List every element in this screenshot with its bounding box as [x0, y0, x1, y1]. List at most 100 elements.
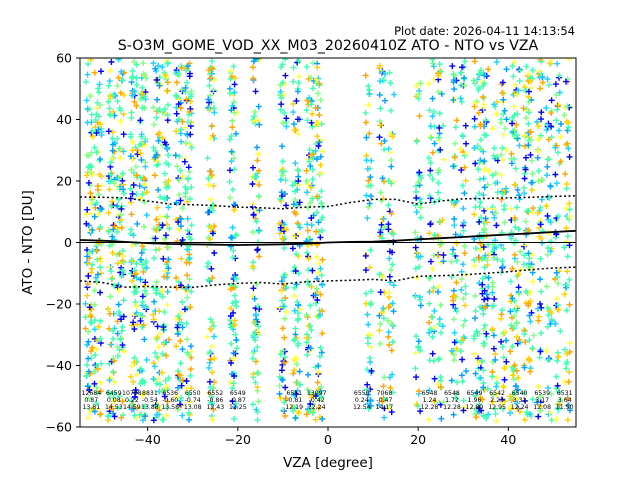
scatter-point: [106, 105, 113, 112]
scatter-point: [386, 342, 393, 348]
scatter-point: [430, 324, 437, 331]
scatter-point: [566, 407, 573, 414]
scatter-point: [548, 123, 554, 130]
scatter-point: [209, 65, 215, 71]
scatter-point: [139, 243, 146, 249]
scatter-point: [155, 343, 162, 350]
scatter-point: [174, 324, 181, 331]
scatter-point: [493, 59, 500, 65]
scatter-point: [110, 410, 117, 417]
scatter-point: [530, 332, 537, 339]
scatter-point: [281, 245, 288, 252]
scatter-point: [279, 79, 286, 86]
scatter-point: [82, 300, 89, 307]
scatter-point: [304, 97, 311, 104]
scatter-point: [316, 260, 323, 267]
scatter-point: [513, 319, 520, 326]
scatter-point: [521, 364, 528, 371]
scatter-point: [440, 399, 447, 406]
scatter-point: [108, 406, 115, 413]
scatter-point: [175, 101, 182, 108]
scatter-point: [163, 383, 170, 390]
scatter-point: [566, 200, 573, 207]
bin-stat-count: 6552: [207, 390, 223, 397]
scatter-point: [142, 413, 149, 420]
scatter-point: [312, 292, 319, 299]
scatter-point: [481, 131, 488, 138]
scatter-point: [208, 393, 215, 400]
scatter-point: [115, 301, 122, 308]
scatter-point: [413, 333, 420, 340]
scatter-point: [314, 64, 321, 71]
scatter-point: [555, 213, 562, 220]
scatter-point: [228, 234, 234, 241]
scatter-point: [98, 270, 105, 277]
scatter-point: [164, 213, 171, 220]
scatter-point: [139, 191, 146, 198]
scatter-point: [183, 96, 190, 103]
scatter-point: [210, 87, 217, 94]
scatter-point: [461, 243, 468, 250]
scatter-point: [460, 261, 467, 268]
scatter-point: [161, 106, 168, 113]
scatter-point: [520, 261, 527, 268]
scatter-point: [182, 190, 189, 197]
statistics-lines-layer: [80, 195, 576, 289]
scatter-point: [177, 282, 184, 289]
scatter-point: [173, 393, 180, 400]
scatter-point: [118, 273, 125, 279]
scatter-point: [139, 90, 146, 97]
scatter-point: [498, 171, 505, 178]
scatter-point: [543, 283, 550, 290]
scatter-point: [119, 170, 126, 177]
scatter-point: [366, 130, 373, 137]
scatter-point: [431, 398, 438, 405]
scatter-point: [500, 96, 507, 103]
scatter-point: [278, 288, 285, 295]
scatter-point: [89, 227, 96, 234]
scatter-point: [413, 188, 419, 195]
scatter-point: [252, 120, 259, 127]
scatter-point: [385, 145, 392, 152]
scatter-point: [485, 66, 492, 73]
scatter-point: [426, 107, 433, 114]
scatter-point: [282, 58, 289, 63]
scatter-point: [491, 145, 498, 152]
scatter-point: [306, 158, 313, 165]
scatter-point: [187, 343, 194, 350]
scatter-point: [386, 69, 393, 76]
scatter-point: [536, 354, 543, 361]
scatter-point: [133, 260, 140, 267]
scatter-point: [120, 259, 127, 266]
scatter-point: [525, 227, 532, 234]
scatter-point: [309, 123, 316, 130]
scatter-point: [426, 387, 433, 394]
scatter-point: [185, 119, 192, 126]
scatter-point: [164, 259, 171, 265]
scatter-point: [534, 118, 540, 125]
scatter-point: [307, 302, 314, 309]
scatter-point: [307, 163, 314, 170]
scatter-point: [178, 319, 185, 326]
scatter-point: [205, 260, 212, 266]
scatter-point: [308, 222, 315, 229]
scatter-point: [86, 304, 93, 311]
scatter-point: [516, 78, 523, 84]
scatter-point: [554, 149, 561, 156]
scatter-point: [365, 102, 372, 109]
scatter-point: [138, 131, 145, 138]
scatter-point: [133, 103, 140, 109]
scatter-point: [141, 181, 148, 188]
scatter-point: [304, 189, 311, 196]
scatter-point: [279, 120, 286, 126]
scatter-point: [450, 96, 457, 103]
scatter-point: [544, 156, 551, 163]
scatter-point: [290, 370, 297, 377]
x-tick-label: 20: [410, 432, 426, 447]
bin-stat-std: 12.24: [308, 404, 326, 411]
bin-statistics-layer: 126840.8713.8164590.0814.53107080.2214.5…: [81, 390, 573, 411]
scatter-point: [141, 389, 148, 396]
scatter-point: [377, 122, 384, 129]
scatter-point: [521, 389, 528, 396]
scatter-point: [561, 112, 568, 119]
